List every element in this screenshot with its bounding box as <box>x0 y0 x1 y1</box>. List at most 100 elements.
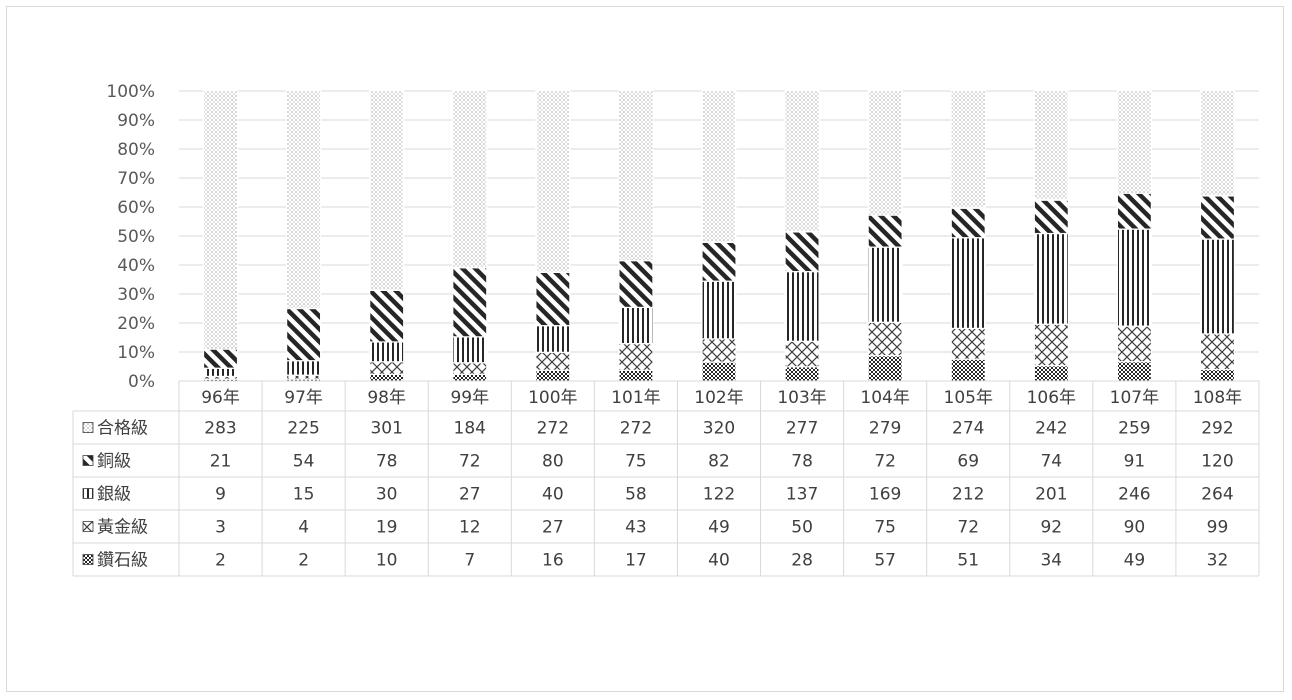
x-tick-label: 101年 <box>611 388 660 408</box>
legend-key <box>82 422 94 433</box>
bar-segment <box>701 338 737 363</box>
stacked-percent-bar-chart: 0% 10% 20% 30% 40% 50% 60% 70% 80% 90% 100% 96年 97年… <box>72 82 1260 577</box>
x-tick-label: 108年 <box>1193 388 1242 408</box>
table-value: 30 <box>376 485 398 505</box>
bar-segment <box>867 355 903 382</box>
bar-segment <box>618 90 654 262</box>
bar-segment <box>701 361 737 382</box>
bar-segment <box>701 90 737 243</box>
x-tick-label: 97年 <box>284 388 323 408</box>
table-value: 32 <box>1207 551 1229 571</box>
y-axis-tick-labels: 0% 10% 20% 30% 40% 50% 60% 70% 80% 90% 100% <box>106 82 155 392</box>
bar-segment <box>286 360 322 376</box>
bar-segment <box>202 348 239 369</box>
y-tick-label: 90% <box>117 111 155 131</box>
chart-frame: 0% 10% 20% 30% 40% 50% 60% 70% 80% 90% 100% 96年 97年… <box>6 6 1284 692</box>
bar-segment <box>1033 199 1069 235</box>
bar-segment <box>1199 333 1236 371</box>
bar-segment <box>867 321 903 357</box>
bar-segment <box>618 342 654 371</box>
table-value: 292 <box>1201 419 1233 439</box>
legend-key <box>82 554 94 565</box>
bar-segment <box>1116 90 1152 194</box>
series-label: 銀級 <box>97 485 131 505</box>
bar-segment <box>701 280 737 340</box>
x-tick-label: 105年 <box>944 388 993 408</box>
data-table: 96年 97年 98年 99年 100年 101年 102年 103年 104年 105年 106年… <box>72 380 1260 577</box>
x-tick-label: 102年 <box>694 388 743 408</box>
bar-segment <box>369 90 405 291</box>
bar-segment <box>618 369 654 382</box>
bar-segment <box>286 307 322 362</box>
table-value: 272 <box>620 419 652 439</box>
bar-segment <box>202 90 239 350</box>
bar-segment <box>369 289 405 343</box>
table-value: 16 <box>542 551 564 571</box>
x-tick-label: 104年 <box>860 388 909 408</box>
bar-segment <box>950 90 986 209</box>
bar-segment <box>1199 195 1236 240</box>
table-value: 246 <box>1118 485 1150 505</box>
table-value: 272 <box>537 419 569 439</box>
bar-segment <box>1116 325 1152 363</box>
table-value: 75 <box>874 518 896 538</box>
table-value: 75 <box>625 452 647 472</box>
table-value: 90 <box>1124 518 1146 538</box>
legend-key <box>82 488 94 499</box>
table-value: 91 <box>1124 452 1146 472</box>
table-value: 27 <box>542 518 564 538</box>
table-value: 92 <box>1040 518 1062 538</box>
table-value: 43 <box>625 518 647 538</box>
table-value: 4 <box>298 518 309 538</box>
bar-segment <box>1033 90 1069 201</box>
bar-segment <box>369 361 405 375</box>
table-value: 212 <box>952 485 984 505</box>
bar-segment <box>867 90 903 216</box>
y-tick-label: 80% <box>117 140 155 160</box>
bar-segment <box>535 90 571 273</box>
table-value: 12 <box>459 518 481 538</box>
series-label: 鑽石級 <box>97 551 148 571</box>
table-value: 201 <box>1035 485 1067 505</box>
table-value: 49 <box>708 518 730 538</box>
table-value: 57 <box>874 551 896 571</box>
table-value: 169 <box>869 485 901 505</box>
bar-segment <box>369 373 405 382</box>
bar-segment <box>618 306 654 345</box>
table-value: 78 <box>791 452 813 472</box>
bar-segment <box>784 231 820 273</box>
bar-segment <box>867 214 903 248</box>
table-value: 17 <box>625 551 647 571</box>
x-tick-label: 103年 <box>777 388 826 408</box>
table-value: 279 <box>869 419 901 439</box>
table-value: 40 <box>708 551 730 571</box>
table-value: 120 <box>1201 452 1233 472</box>
y-tick-label: 40% <box>117 256 155 276</box>
x-tick-label: 106年 <box>1027 388 1076 408</box>
table-value: 15 <box>293 485 315 505</box>
table-value: 21 <box>210 452 232 472</box>
table-value: 184 <box>454 419 486 439</box>
bar-segment <box>369 341 405 363</box>
bar-segment <box>535 351 571 371</box>
table-value: 80 <box>542 452 564 472</box>
table-value: 259 <box>1118 419 1150 439</box>
x-tick-label: 107年 <box>1110 388 1159 408</box>
table-value: 72 <box>874 452 896 472</box>
table-value: 2 <box>215 551 226 571</box>
table-value: 7 <box>464 551 475 571</box>
series-label: 黃金級 <box>97 518 148 538</box>
table-value: 72 <box>957 518 979 538</box>
series-label: 合格級 <box>97 419 148 439</box>
y-tick-label: 20% <box>117 314 155 334</box>
bar-segment <box>950 358 986 382</box>
bar-segment <box>950 327 986 360</box>
x-tick-label: 98年 <box>367 388 406 408</box>
table-value: 54 <box>293 452 315 472</box>
bar-segment <box>452 267 488 338</box>
bar-segment <box>452 90 488 269</box>
y-tick-label: 70% <box>117 169 155 189</box>
table-value: 51 <box>957 551 979 571</box>
table-value: 320 <box>703 419 735 439</box>
bars <box>202 90 1236 382</box>
